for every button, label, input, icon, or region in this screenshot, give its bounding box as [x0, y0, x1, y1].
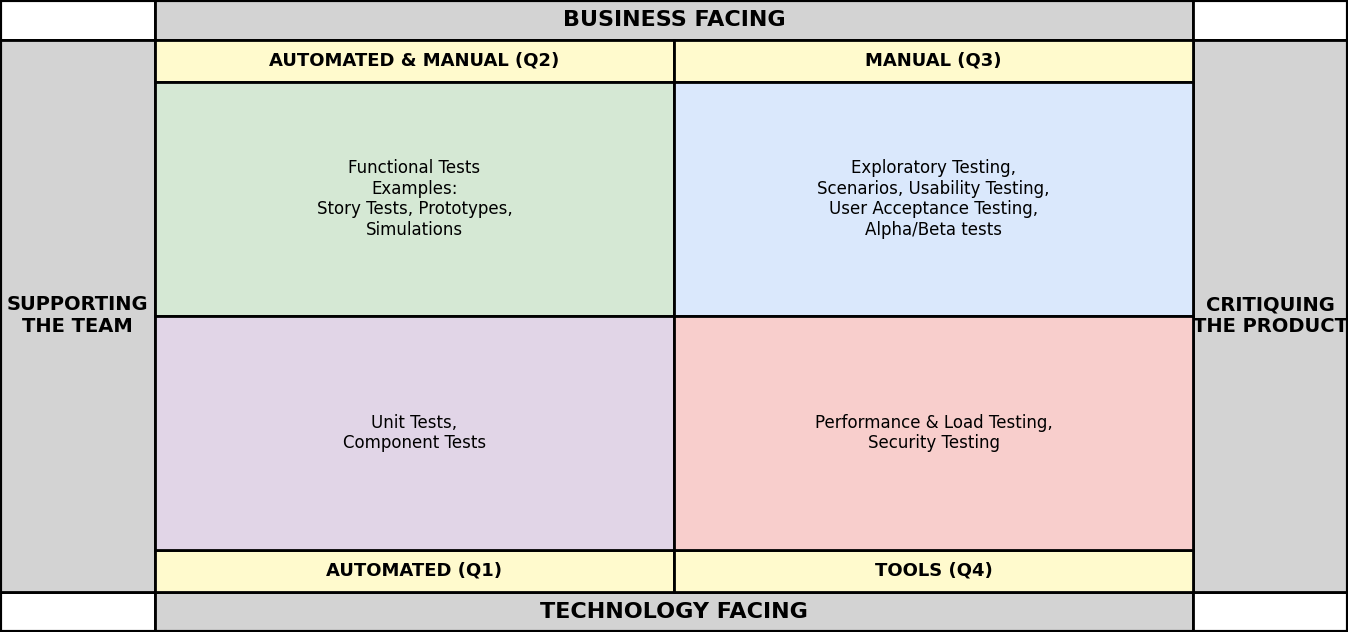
Bar — [0, 40, 155, 592]
Bar — [155, 316, 674, 550]
Text: TECHNOLOGY FACING: TECHNOLOGY FACING — [541, 602, 807, 622]
Bar — [1193, 0, 1348, 40]
Bar — [155, 592, 1193, 632]
Bar — [674, 82, 1193, 316]
Text: AUTOMATED & MANUAL (Q2): AUTOMATED & MANUAL (Q2) — [270, 52, 559, 70]
Text: Functional Tests
Examples:
Story Tests, Prototypes,
Simulations: Functional Tests Examples: Story Tests, … — [317, 159, 512, 239]
Text: MANUAL (Q3): MANUAL (Q3) — [865, 52, 1002, 70]
Bar — [1193, 592, 1348, 632]
Text: Performance & Load Testing,
Security Testing: Performance & Load Testing, Security Tes… — [814, 413, 1053, 453]
Text: CRITIQUING
THE PRODUCT: CRITIQUING THE PRODUCT — [1193, 296, 1348, 336]
Bar — [1193, 40, 1348, 592]
Bar — [674, 40, 1193, 82]
Bar — [155, 550, 674, 592]
Bar — [155, 40, 674, 82]
Text: BUSINESS FACING: BUSINESS FACING — [562, 10, 786, 30]
Text: TOOLS (Q4): TOOLS (Q4) — [875, 562, 992, 580]
Bar — [155, 82, 674, 316]
Bar — [674, 316, 1193, 550]
Bar — [155, 0, 1193, 40]
Bar — [674, 550, 1193, 592]
Text: AUTOMATED (Q1): AUTOMATED (Q1) — [326, 562, 503, 580]
Text: Exploratory Testing,
Scenarios, Usability Testing,
User Acceptance Testing,
Alph: Exploratory Testing, Scenarios, Usabilit… — [817, 159, 1050, 239]
Bar — [0, 592, 155, 632]
Bar — [0, 0, 155, 40]
Text: SUPPORTING
THE TEAM: SUPPORTING THE TEAM — [7, 296, 148, 336]
Text: Unit Tests,
Component Tests: Unit Tests, Component Tests — [342, 413, 487, 453]
